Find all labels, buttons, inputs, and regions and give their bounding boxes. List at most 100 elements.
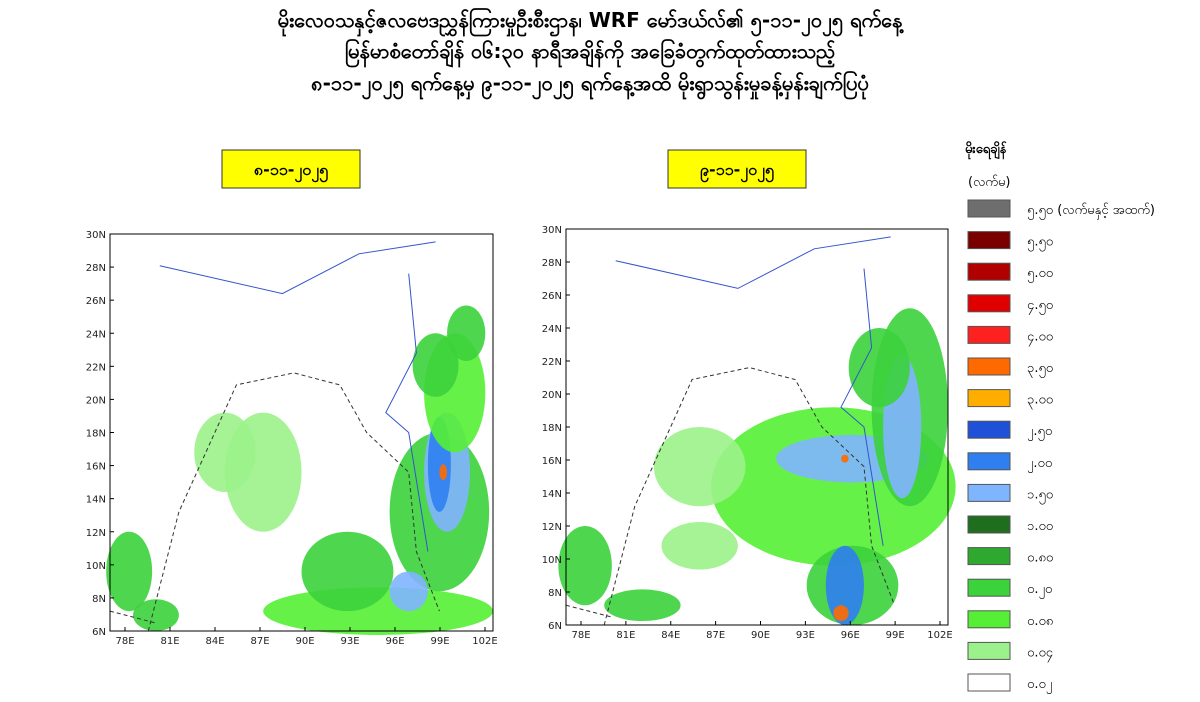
legend-swatch [967, 578, 1011, 597]
legend-swatch [967, 452, 1011, 471]
rain-area [194, 412, 256, 493]
lat-tick-label: 10N [86, 561, 106, 572]
rain-area [389, 571, 428, 612]
lat-tick-label: 10N [542, 555, 562, 566]
legend-label: ၃.၀၀ [1027, 393, 1053, 410]
lon-tick-label: 81E [160, 636, 179, 647]
legend-label: ၂.၀၀ [1027, 456, 1052, 473]
date-box [667, 149, 807, 189]
rain-area [558, 526, 612, 606]
legend-swatch [967, 357, 1011, 376]
legend-swatch [967, 610, 1011, 629]
map-panel: ၈-၁၁-၂၀၂၅ 30N 28N 26N 24N 22N 20N 18N 16N 14N 12N 1… [86, 149, 498, 647]
legend-label: ၀.၂၀ [1027, 582, 1052, 599]
border [615, 236, 891, 546]
lat-tick-label: 30N [542, 225, 562, 236]
lat-tick-label: 6N [548, 621, 562, 632]
legend-label: ၀.၀၂ [1027, 677, 1052, 694]
lat-tick-label: 12N [86, 528, 106, 539]
lon-tick-label: 84E [205, 636, 224, 647]
legend-label: ၂.၅၀ [1027, 424, 1052, 441]
legend-label: ၃.၅၀ [1027, 361, 1053, 378]
legend-swatch [967, 547, 1011, 566]
legend-swatch [967, 294, 1011, 313]
legend-label: ၅.၀၀ [1027, 266, 1053, 283]
rain-area [841, 454, 849, 463]
legend-swatch [967, 483, 1011, 502]
legend-unit: (လက်မ) [968, 174, 1010, 190]
lat-tick-label: 30N [86, 230, 106, 241]
lat-tick-label: 20N [542, 390, 562, 401]
legend-label: ၅.၅၀ (လက်မနှင့် အထက်) [1027, 202, 1155, 220]
coastline [109, 372, 440, 632]
rain-area [132, 599, 179, 631]
rain-area [825, 545, 864, 626]
lat-tick-label: 20N [86, 395, 106, 406]
lon-tick-label: 81E [616, 630, 635, 641]
coastline [565, 367, 895, 626]
legend-label: ၄.၀၀ [1027, 329, 1053, 346]
lat-tick-label: 22N [542, 357, 562, 368]
legend-label: ၀.၈၀ [1027, 551, 1053, 566]
lat-tick-label: 28N [542, 258, 562, 269]
lon-tick-label: 93E [340, 636, 359, 647]
legend-label: ၁.၀၀ [1027, 519, 1053, 534]
lon-tick-label: 102E [927, 630, 952, 641]
lat-tick-label: 8N [548, 588, 562, 599]
legend-label: ၅.၅၀ [1027, 235, 1053, 252]
rain-area [439, 464, 448, 481]
lon-tick-label: 78E [115, 636, 134, 647]
lon-tick-label: 78E [571, 630, 590, 641]
map-panel: ၉-၁၁-၂၀၂၅ 30N 28N 26N 24N 22N 20N 18N 16N 14N 12N 1… [542, 149, 956, 641]
title-line: မိုးလေဝသနှင့်ဇလဗေဒညွှန်ကြားမှုဦးစီးဌာန၊ … [278, 7, 904, 37]
legend-swatch [967, 673, 1011, 692]
legend-label: ၀.၀၄ [1027, 645, 1054, 662]
rain-area [661, 522, 738, 570]
legend-swatch [967, 420, 1011, 439]
lat-tick-label: 8N [92, 594, 106, 605]
lon-tick-label: 87E [706, 630, 725, 641]
rain-area [301, 531, 394, 612]
lat-tick-label: 16N [542, 456, 562, 467]
lon-tick-label: 93E [796, 630, 815, 641]
lon-tick-label: 99E [430, 636, 449, 647]
lat-tick-label: 16N [86, 462, 106, 473]
lat-tick-label: 14N [86, 495, 106, 506]
lon-tick-label: 87E [250, 636, 269, 647]
legend-swatch [967, 325, 1011, 344]
lat-tick-label: 18N [86, 429, 106, 440]
legend-swatch [967, 199, 1011, 218]
lat-tick-label: 12N [542, 522, 562, 533]
legend-swatch [967, 515, 1011, 534]
date-label: ၈-၁၁-၂၀၂၅ [254, 160, 328, 183]
legend-label: ၀.၀၈ [1027, 614, 1053, 629]
rain-area [848, 328, 910, 408]
lon-tick-label: 96E [841, 630, 860, 641]
lat-tick-label: 26N [542, 291, 562, 302]
legend-label: ၁.၅၀ [1027, 487, 1053, 504]
title-line: ၈-၁၁-၂၀၂၅ ရက်နေ့မှ ၉-၁၁-၂၀၂၅ ရက်နေ့အထိ မ… [311, 70, 869, 100]
rain-area [833, 605, 849, 622]
date-label: ၉-၁၁-၂၀၂၅ [700, 160, 774, 183]
lon-tick-label: 90E [751, 630, 770, 641]
rain-area [653, 427, 746, 507]
legend-swatch [967, 231, 1011, 250]
legend-title: မိုးရေချိန် [965, 140, 1008, 160]
lon-tick-label: 90E [295, 636, 314, 647]
lat-tick-label: 28N [86, 263, 106, 274]
lat-tick-label: 14N [542, 489, 562, 500]
lon-tick-label: 84E [661, 630, 680, 641]
lat-tick-label: 26N [86, 296, 106, 307]
border [159, 241, 436, 552]
lat-tick-label: 22N [86, 362, 106, 373]
legend-swatch [967, 389, 1011, 408]
title-line: မြန်မာစံတော်ချိန် ၀၆:၃၀ နာရီအချိန်ကို အခ… [345, 38, 836, 68]
rain-area [604, 589, 681, 622]
rain-area [447, 305, 486, 362]
rain-area [106, 531, 153, 612]
date-box [221, 149, 361, 189]
rain-area [412, 333, 459, 397]
lon-tick-label: 99E [886, 630, 905, 641]
